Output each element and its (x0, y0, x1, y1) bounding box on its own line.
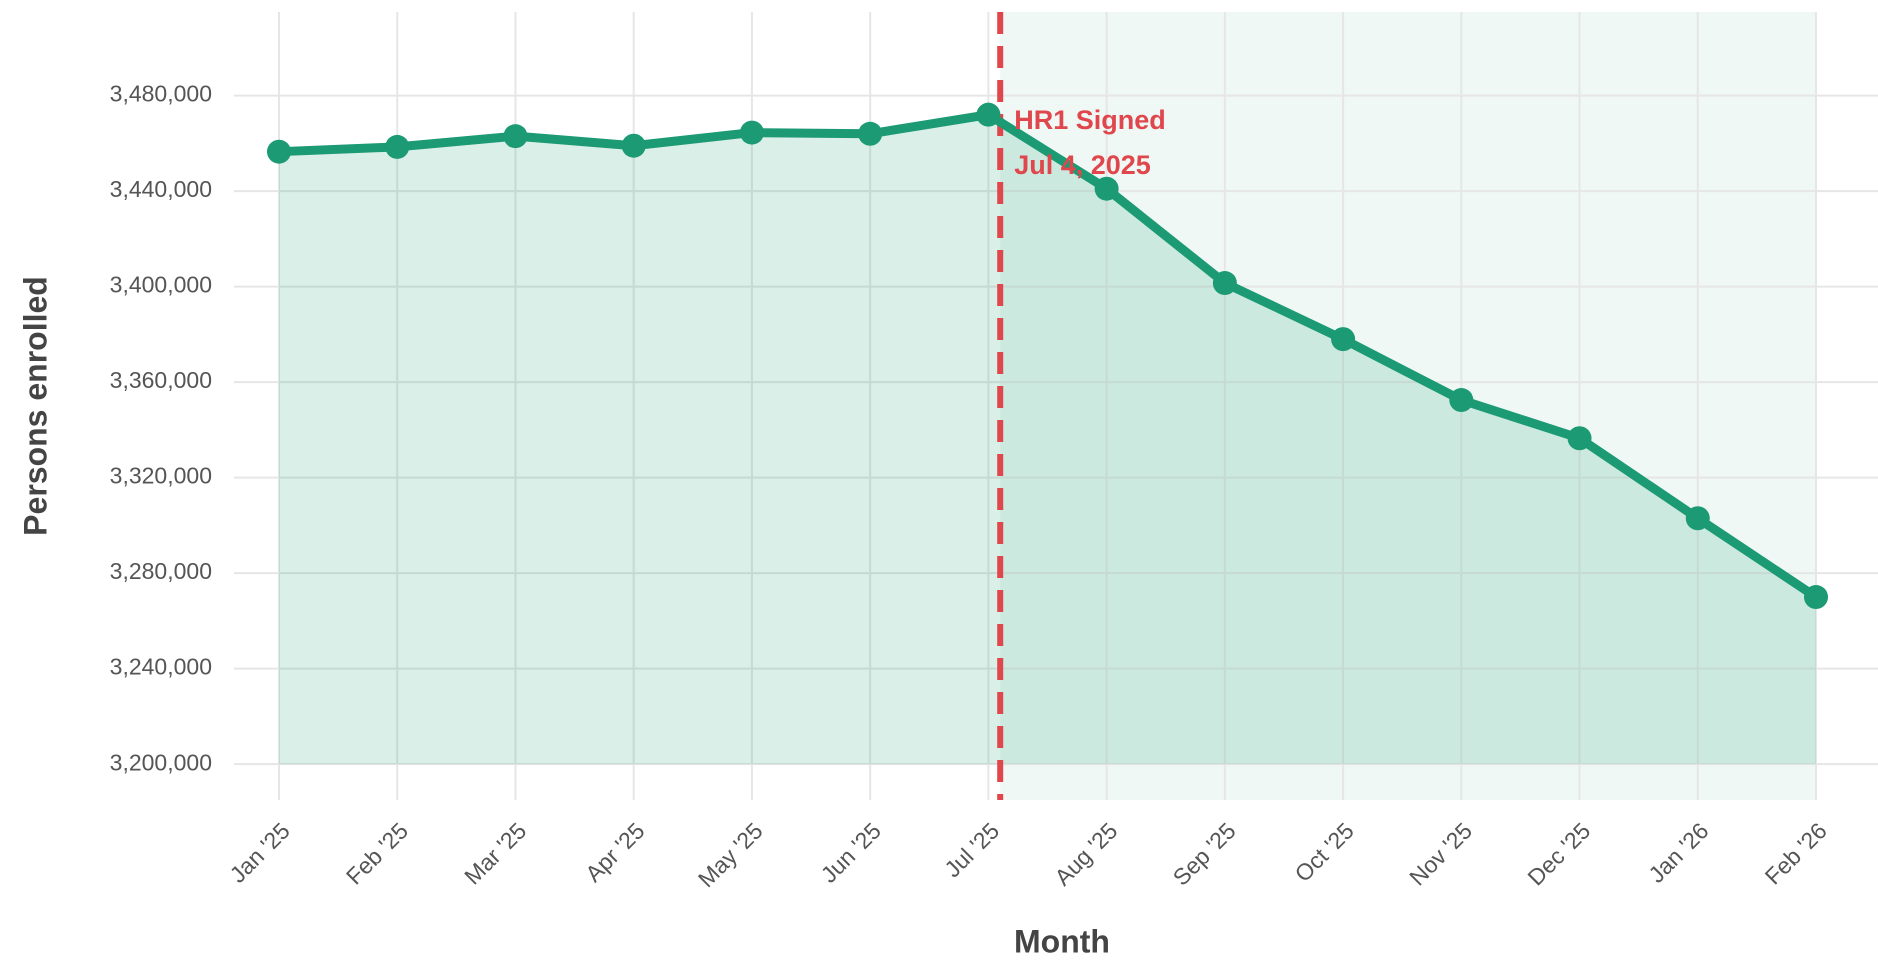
point (385, 134, 410, 159)
point (1212, 271, 1237, 296)
x-tick-label: Feb '25 (341, 817, 413, 889)
point (1567, 426, 1592, 451)
x-tick-label: Jul '25 (939, 817, 1004, 882)
point (1449, 388, 1474, 413)
x-tick-label: Jan '25 (225, 817, 295, 887)
plot-area (234, 12, 1878, 800)
y-tick-label: 3,280,000 (110, 558, 212, 584)
x-tick-label: Aug '25 (1049, 817, 1122, 890)
x-tick-label: Jan '26 (1643, 817, 1713, 887)
point (976, 102, 1001, 127)
point (1331, 327, 1356, 352)
x-tick-label: May '25 (693, 817, 768, 892)
x-axis-title: Month (1014, 923, 1110, 959)
point (1804, 585, 1828, 610)
x-tick-label: Mar '25 (459, 817, 531, 889)
x-tick-label: Jun '25 (816, 817, 886, 887)
y-tick-label: 3,440,000 (110, 176, 212, 202)
x-tick-label: Apr '25 (580, 817, 649, 886)
point (267, 139, 291, 164)
point (1094, 176, 1119, 201)
point (858, 121, 883, 146)
annotation: HR1 Signed (1014, 105, 1166, 135)
y-tick-label: 3,360,000 (110, 367, 212, 393)
y-tick-label: 3,400,000 (110, 272, 212, 298)
y-tick-label: 3,240,000 (110, 654, 212, 680)
x-tick-label: Sep '25 (1168, 817, 1241, 890)
line (278, 110, 1819, 601)
y-tick-label: 3,480,000 (110, 81, 212, 107)
point (621, 133, 646, 158)
y-tick-label: 3,200,000 (110, 749, 212, 775)
x-tick-label: Dec '25 (1522, 817, 1595, 890)
y-tick-label: 3,320,000 (110, 463, 212, 489)
x-tick-label: Oct '25 (1290, 817, 1359, 886)
x-tick-label: Nov '25 (1404, 817, 1477, 890)
area (279, 114, 1816, 765)
annotation: Jul 4, 2025 (1014, 150, 1151, 180)
point (503, 124, 528, 149)
point (739, 120, 764, 145)
x-tick-label: Feb '26 (1760, 817, 1832, 889)
point (1685, 506, 1710, 531)
y-axis-title: Persons enrolled (17, 276, 53, 536)
